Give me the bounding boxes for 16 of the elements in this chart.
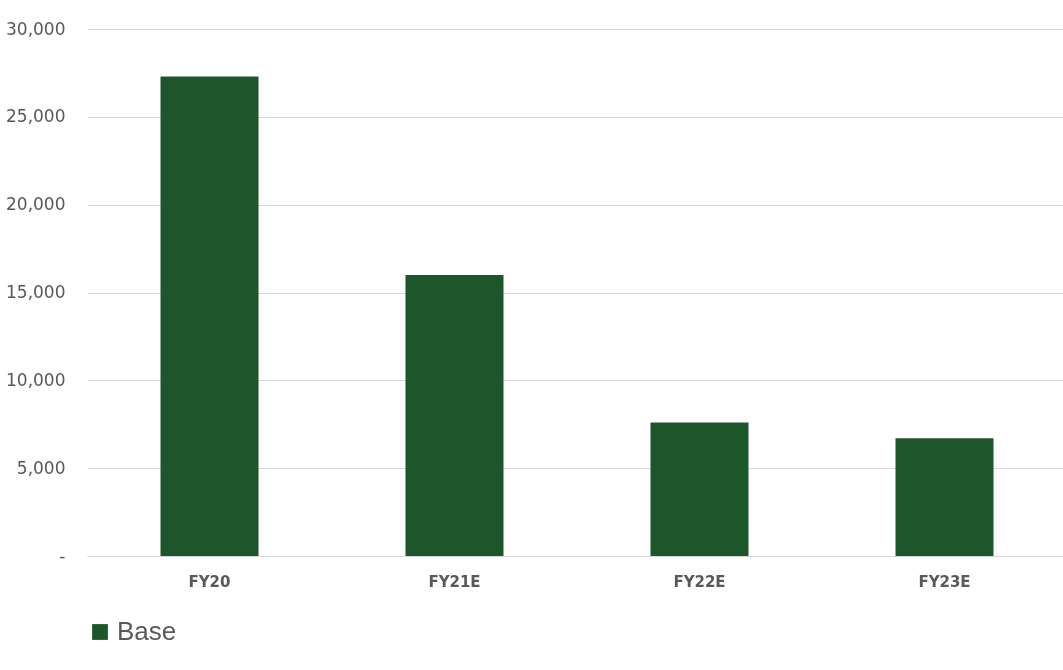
y-tick-label: 10,000: [6, 369, 66, 390]
y-tick-label: 30,000: [6, 18, 66, 39]
bar: [160, 76, 259, 556]
y-tick-label: 15,000: [6, 282, 66, 302]
x-tick-label: FY23E: [918, 572, 971, 591]
y-tick-label: 25,000: [6, 106, 66, 127]
x-tick-label: FY20: [188, 572, 231, 591]
x-tick-label: FY21E: [428, 572, 481, 591]
bar: [650, 422, 749, 556]
y-tick-label: 5,000: [16, 457, 66, 478]
y-tick-label: -: [59, 545, 66, 566]
legend-label: Base: [117, 616, 177, 646]
bar: [895, 438, 994, 556]
y-tick-label: 20,000: [6, 194, 66, 215]
x-tick-label: FY22E: [673, 572, 726, 591]
bar: [405, 274, 504, 556]
